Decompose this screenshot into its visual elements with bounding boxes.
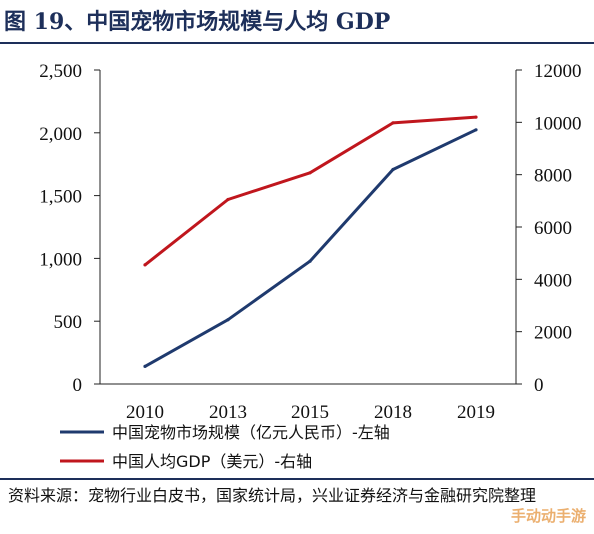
- right-tick-label: 8000: [534, 166, 572, 187]
- source-rule: [0, 478, 594, 480]
- right-tick-label: 12000: [534, 61, 582, 82]
- x-tick-label: 2010: [126, 402, 164, 423]
- title-rule: [0, 42, 594, 44]
- data-point: [226, 197, 230, 202]
- x-tick-label: 2015: [291, 402, 329, 423]
- data-point: [143, 263, 147, 267]
- data-point: [308, 171, 312, 175]
- left-tick-label: 2,000: [39, 124, 82, 145]
- figure-title: 图 19、中国宠物市场规模与人均 GDP: [4, 9, 391, 35]
- left-tick-label: 1,500: [39, 187, 82, 208]
- data-point: [308, 259, 312, 263]
- right-tick-label: 10000: [534, 113, 582, 134]
- right-tick-label: 4000: [534, 270, 572, 291]
- left-tick-label: 1,000: [39, 249, 82, 270]
- line-chart: 0 500 1,000 1,500 2,000 2,500 0 2000 4000 6000 800…: [39, 61, 581, 471]
- series-line-1: [144, 128, 477, 368]
- chart-series: [143, 115, 478, 368]
- left-tick-label: 0: [73, 375, 83, 396]
- chart-axes: [99, 70, 517, 385]
- legend-label-1: 中国宠物市场规模（亿元人民币）-左轴: [112, 423, 390, 442]
- x-tick-label: 2019: [457, 402, 495, 423]
- left-tick-label: 2,500: [39, 61, 82, 82]
- data-point: [474, 115, 478, 119]
- source-note: 资料来源：宠物行业白皮书，国家统计局，兴业证券经济与金融研究院整理: [8, 486, 537, 505]
- right-tick-label: 0: [534, 375, 544, 396]
- x-tick-label: 2018: [374, 402, 412, 423]
- x-tick-label: 2013: [209, 402, 247, 423]
- legend-label-2: 中国人均GDP（美元）-右轴: [112, 452, 312, 471]
- data-point: [143, 364, 147, 368]
- right-tick-label: 6000: [534, 218, 572, 239]
- right-tick-label: 2000: [534, 323, 572, 344]
- data-point: [474, 128, 478, 132]
- left-tick-label: 500: [54, 312, 83, 333]
- data-point: [391, 167, 395, 172]
- chart-ticks: 0 500 1,000 1,500 2,000 2,500 0 2000 4000 6000 800…: [39, 61, 581, 423]
- watermark-logo: 手动动手游: [510, 507, 586, 525]
- data-point: [226, 318, 230, 322]
- data-point: [391, 121, 395, 125]
- series-line-2: [144, 115, 477, 267]
